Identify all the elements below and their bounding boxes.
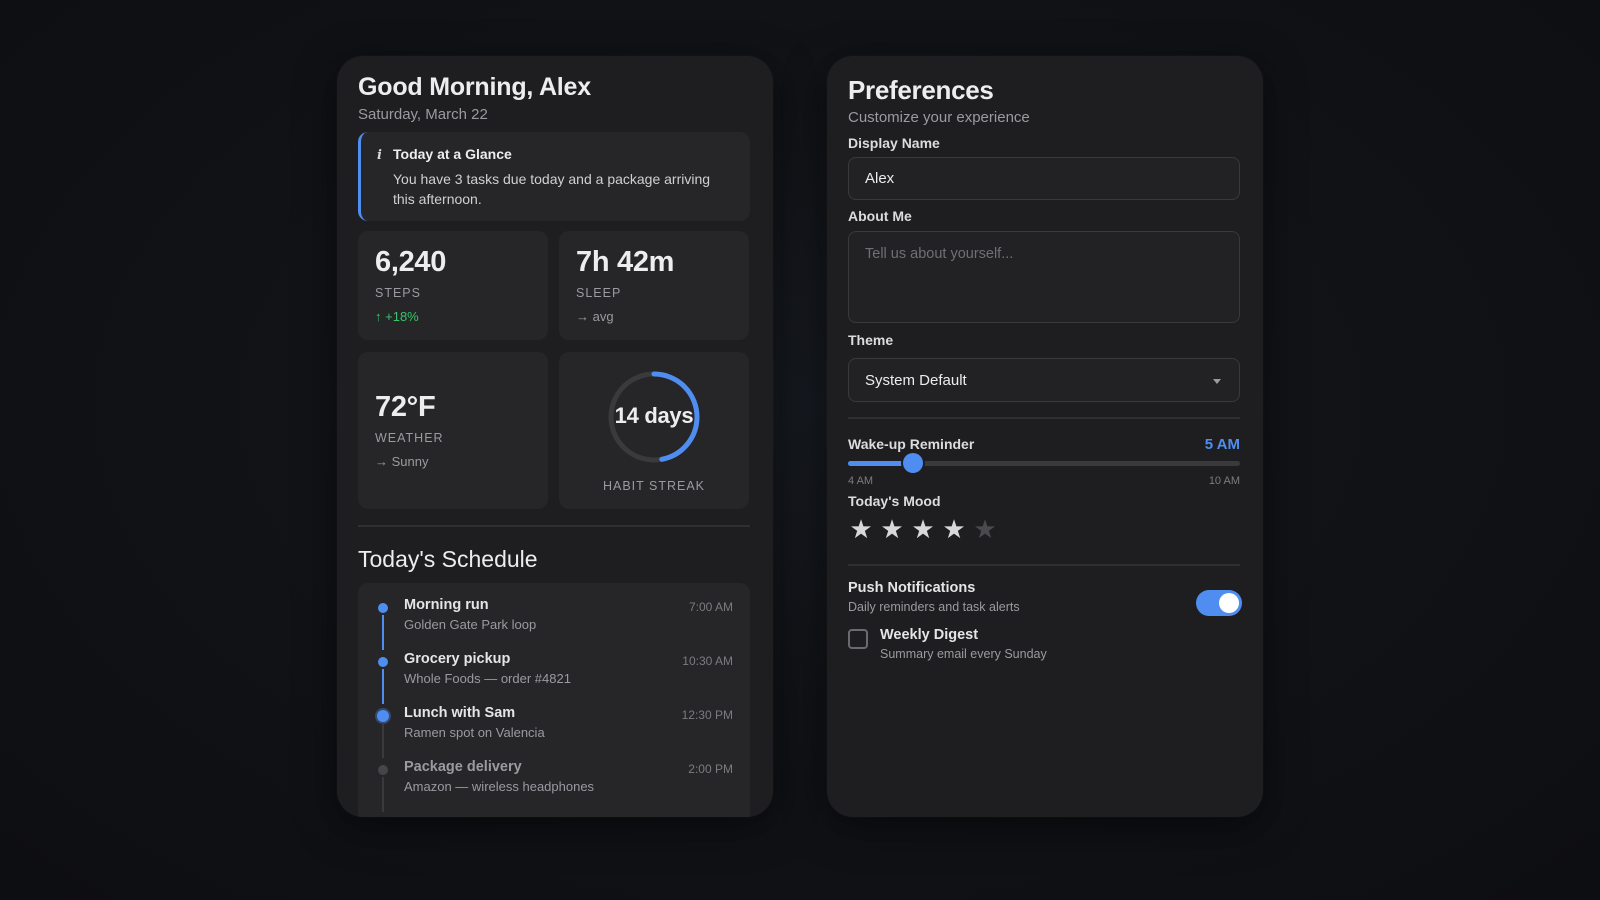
schedule-item-time: 10:30 AM	[682, 654, 733, 668]
theme-label: Theme	[848, 332, 894, 348]
push-notifications-subtitle: Daily reminders and task alerts	[848, 600, 1020, 614]
schedule-item-time: 2:00 PM	[688, 762, 733, 776]
schedule-item-detail: Ramen spot on Valencia	[404, 725, 545, 740]
sleep-card[interactable]: 7h 42m SLEEP → avg	[559, 231, 749, 340]
star-filled-icon[interactable]: ★	[942, 515, 966, 545]
about-me-textarea[interactable]	[848, 231, 1240, 323]
weather-value: 72°F	[375, 391, 436, 423]
sleep-label: SLEEP	[576, 286, 622, 300]
timeline-dot	[378, 603, 388, 613]
schedule-item-name: Package delivery	[404, 759, 522, 775]
timeline-dot	[378, 765, 388, 775]
schedule-item[interactable]: Morning run Golden Gate Park loop 7:00 AM	[358, 583, 750, 650]
arrow-right-icon: →	[576, 309, 589, 324]
glance-callout: i Today at a Glance You have 3 tasks due…	[358, 132, 750, 221]
streak-progress-ring	[608, 371, 700, 463]
preferences-title: Preferences	[848, 75, 994, 105]
weather-label: WEATHER	[375, 431, 444, 445]
habit-streak-card[interactable]: 14 days HABIT STREAK	[559, 352, 749, 509]
about-me-label: About Me	[848, 208, 912, 224]
schedule-item-detail: Amazon — wireless headphones	[404, 779, 595, 794]
weather-card[interactable]: 72°F WEATHER → Sunny	[358, 352, 548, 509]
sleep-value: 7h 42m	[576, 246, 675, 278]
star-empty-icon[interactable]: ★	[973, 515, 997, 545]
schedule-item-name: Morning run	[404, 597, 489, 613]
dashboard-panel: Good Morning, Alex Saturday, March 22 i …	[337, 56, 773, 817]
steps-trend: ↑ +18%	[375, 309, 419, 324]
sleep-trend: → avg	[576, 309, 614, 324]
glance-title: Today at a Glance	[393, 146, 512, 162]
weather-trend-text: Sunny	[391, 454, 429, 469]
schedule-item[interactable]: Lunch with Sam Ramen spot on Valencia 12:3…	[358, 691, 750, 758]
steps-label: STEPS	[375, 286, 421, 300]
chevron-down-icon	[1213, 379, 1221, 384]
schedule-item-time: 12:30 PM	[681, 708, 733, 722]
timeline-connector	[382, 723, 384, 758]
slider-fill	[848, 461, 914, 466]
star-filled-icon[interactable]: ★	[880, 515, 904, 545]
star-filled-icon[interactable]: ★	[849, 515, 873, 545]
theme-select-value: System Default	[865, 372, 967, 389]
sleep-trend-text: avg	[592, 309, 614, 324]
schedule-item-detail: Whole Foods — order #4821	[404, 671, 571, 686]
timeline-dot	[378, 657, 388, 667]
weather-trend: → Sunny	[375, 454, 429, 469]
schedule-item[interactable]: Package delivery Amazon — wireless headph…	[358, 745, 750, 812]
toggle-knob	[1219, 593, 1239, 613]
schedule-item-name: Lunch with Sam	[404, 705, 516, 721]
push-notifications-toggle[interactable]	[1196, 590, 1242, 616]
wake-reminder-label: Wake-up Reminder	[848, 436, 975, 452]
greeting-title: Good Morning, Alex	[358, 73, 591, 101]
wake-reminder-slider[interactable]	[848, 453, 1240, 473]
mood-rating[interactable]: ★ ★ ★ ★ ★	[848, 517, 998, 543]
arrow-right-icon: →	[375, 454, 388, 469]
preferences-subtitle: Customize your experience	[848, 109, 1030, 126]
steps-value: 6,240	[375, 246, 447, 278]
glance-body: You have 3 tasks due today and a package…	[393, 171, 711, 207]
weekly-digest-title: Weekly Digest	[880, 627, 979, 643]
schedule-item-detail: Golden Gate Park loop	[404, 617, 537, 632]
section-divider	[848, 417, 1240, 419]
section-divider	[848, 564, 1240, 566]
arrow-up-icon: ↑	[375, 309, 382, 324]
info-icon: i	[377, 148, 382, 163]
schedule-item[interactable]: Grocery pickup Whole Foods — order #4821 1…	[358, 637, 750, 704]
push-notifications-title: Push Notifications	[848, 580, 976, 596]
date-label: Saturday, March 22	[358, 106, 488, 123]
weekly-digest-subtitle: Summary email every Sunday	[880, 647, 1047, 661]
timeline-connector	[382, 615, 384, 650]
star-filled-icon[interactable]: ★	[911, 515, 935, 545]
weekly-digest-checkbox[interactable]	[848, 629, 868, 649]
wake-reminder-value: 5 AM	[1204, 436, 1240, 453]
schedule-item-time: 7:00 AM	[688, 600, 733, 614]
timeline-connector	[382, 669, 384, 704]
slider-max-label: 10 AM	[1208, 475, 1240, 487]
theme-select[interactable]: System Default	[848, 358, 1240, 402]
schedule-timeline: Morning run Golden Gate Park loop 7:00 AM G…	[358, 583, 750, 817]
schedule-title: Today's Schedule	[358, 546, 538, 572]
schedule-item-name: Grocery pickup	[404, 651, 511, 667]
slider-min-label: 4 AM	[848, 475, 874, 487]
streak-value: 14 days	[614, 403, 694, 428]
preferences-panel: Preferences Customize your experience Di…	[827, 56, 1263, 817]
timeline-dot	[377, 710, 389, 722]
steps-card[interactable]: 6,240 STEPS ↑ +18%	[358, 231, 548, 340]
display-name-input[interactable]	[848, 157, 1240, 200]
display-name-label: Display Name	[848, 135, 940, 151]
steps-trend-text: +18%	[385, 309, 419, 324]
streak-label: HABIT STREAK	[602, 479, 706, 493]
timeline-connector	[382, 777, 384, 812]
slider-thumb[interactable]	[903, 453, 924, 473]
mood-label: Today's Mood	[848, 493, 941, 509]
section-divider	[358, 525, 750, 527]
